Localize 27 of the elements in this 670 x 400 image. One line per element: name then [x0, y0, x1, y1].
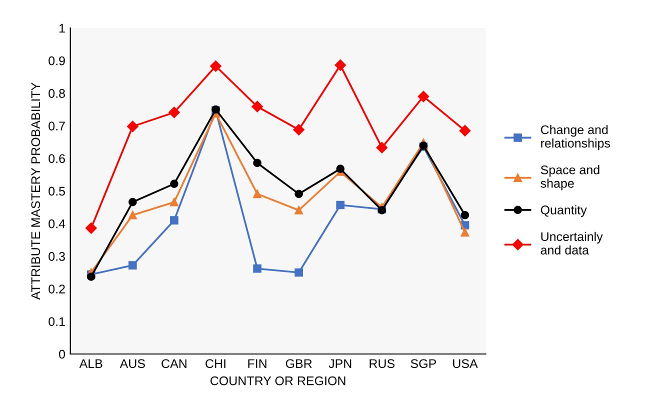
y-tick-label: 0.3: [48, 252, 65, 261]
y-tick-label: 0.8: [48, 89, 65, 98]
x-tick-label: ALB: [79, 359, 102, 368]
y-tick-label: 0.9: [48, 56, 65, 66]
y-tick-label: 0.2: [48, 284, 65, 294]
y-tick-label: 0: [59, 350, 65, 359]
legend-label: Quantity: [540, 205, 587, 217]
x-tick-label: FIN: [248, 359, 266, 368]
legend-label: Uncertainly and data: [540, 232, 603, 255]
y-tick-label: 1: [59, 24, 65, 33]
y-tick-label: 0.6: [48, 154, 65, 164]
x-tick-label: SGP: [410, 359, 436, 368]
y-axis-title: ATTRIBUTE MASTERY PROBABILITY: [31, 82, 40, 300]
x-tick-label: AUS: [120, 359, 145, 368]
x-tick-label: GBR: [286, 359, 312, 368]
y-tick-label: 0.7: [48, 122, 65, 130]
y-tick-label: 0.5: [48, 186, 65, 196]
legend-label: Space and shape: [540, 165, 600, 190]
x-tick-label: CHI: [206, 359, 226, 368]
y-tick-label: 0.4: [48, 219, 66, 228]
x-tick-label: JPN: [328, 359, 352, 368]
legend-label: Change and relationships: [540, 125, 610, 150]
x-tick-label: CAN: [162, 359, 186, 368]
x-tick-label: USA: [453, 359, 478, 368]
x-axis-title: COUNTRY OR REGION: [210, 376, 346, 386]
y-tick-label: 0.1: [48, 317, 65, 326]
x-tick-label: RUS: [370, 359, 395, 368]
